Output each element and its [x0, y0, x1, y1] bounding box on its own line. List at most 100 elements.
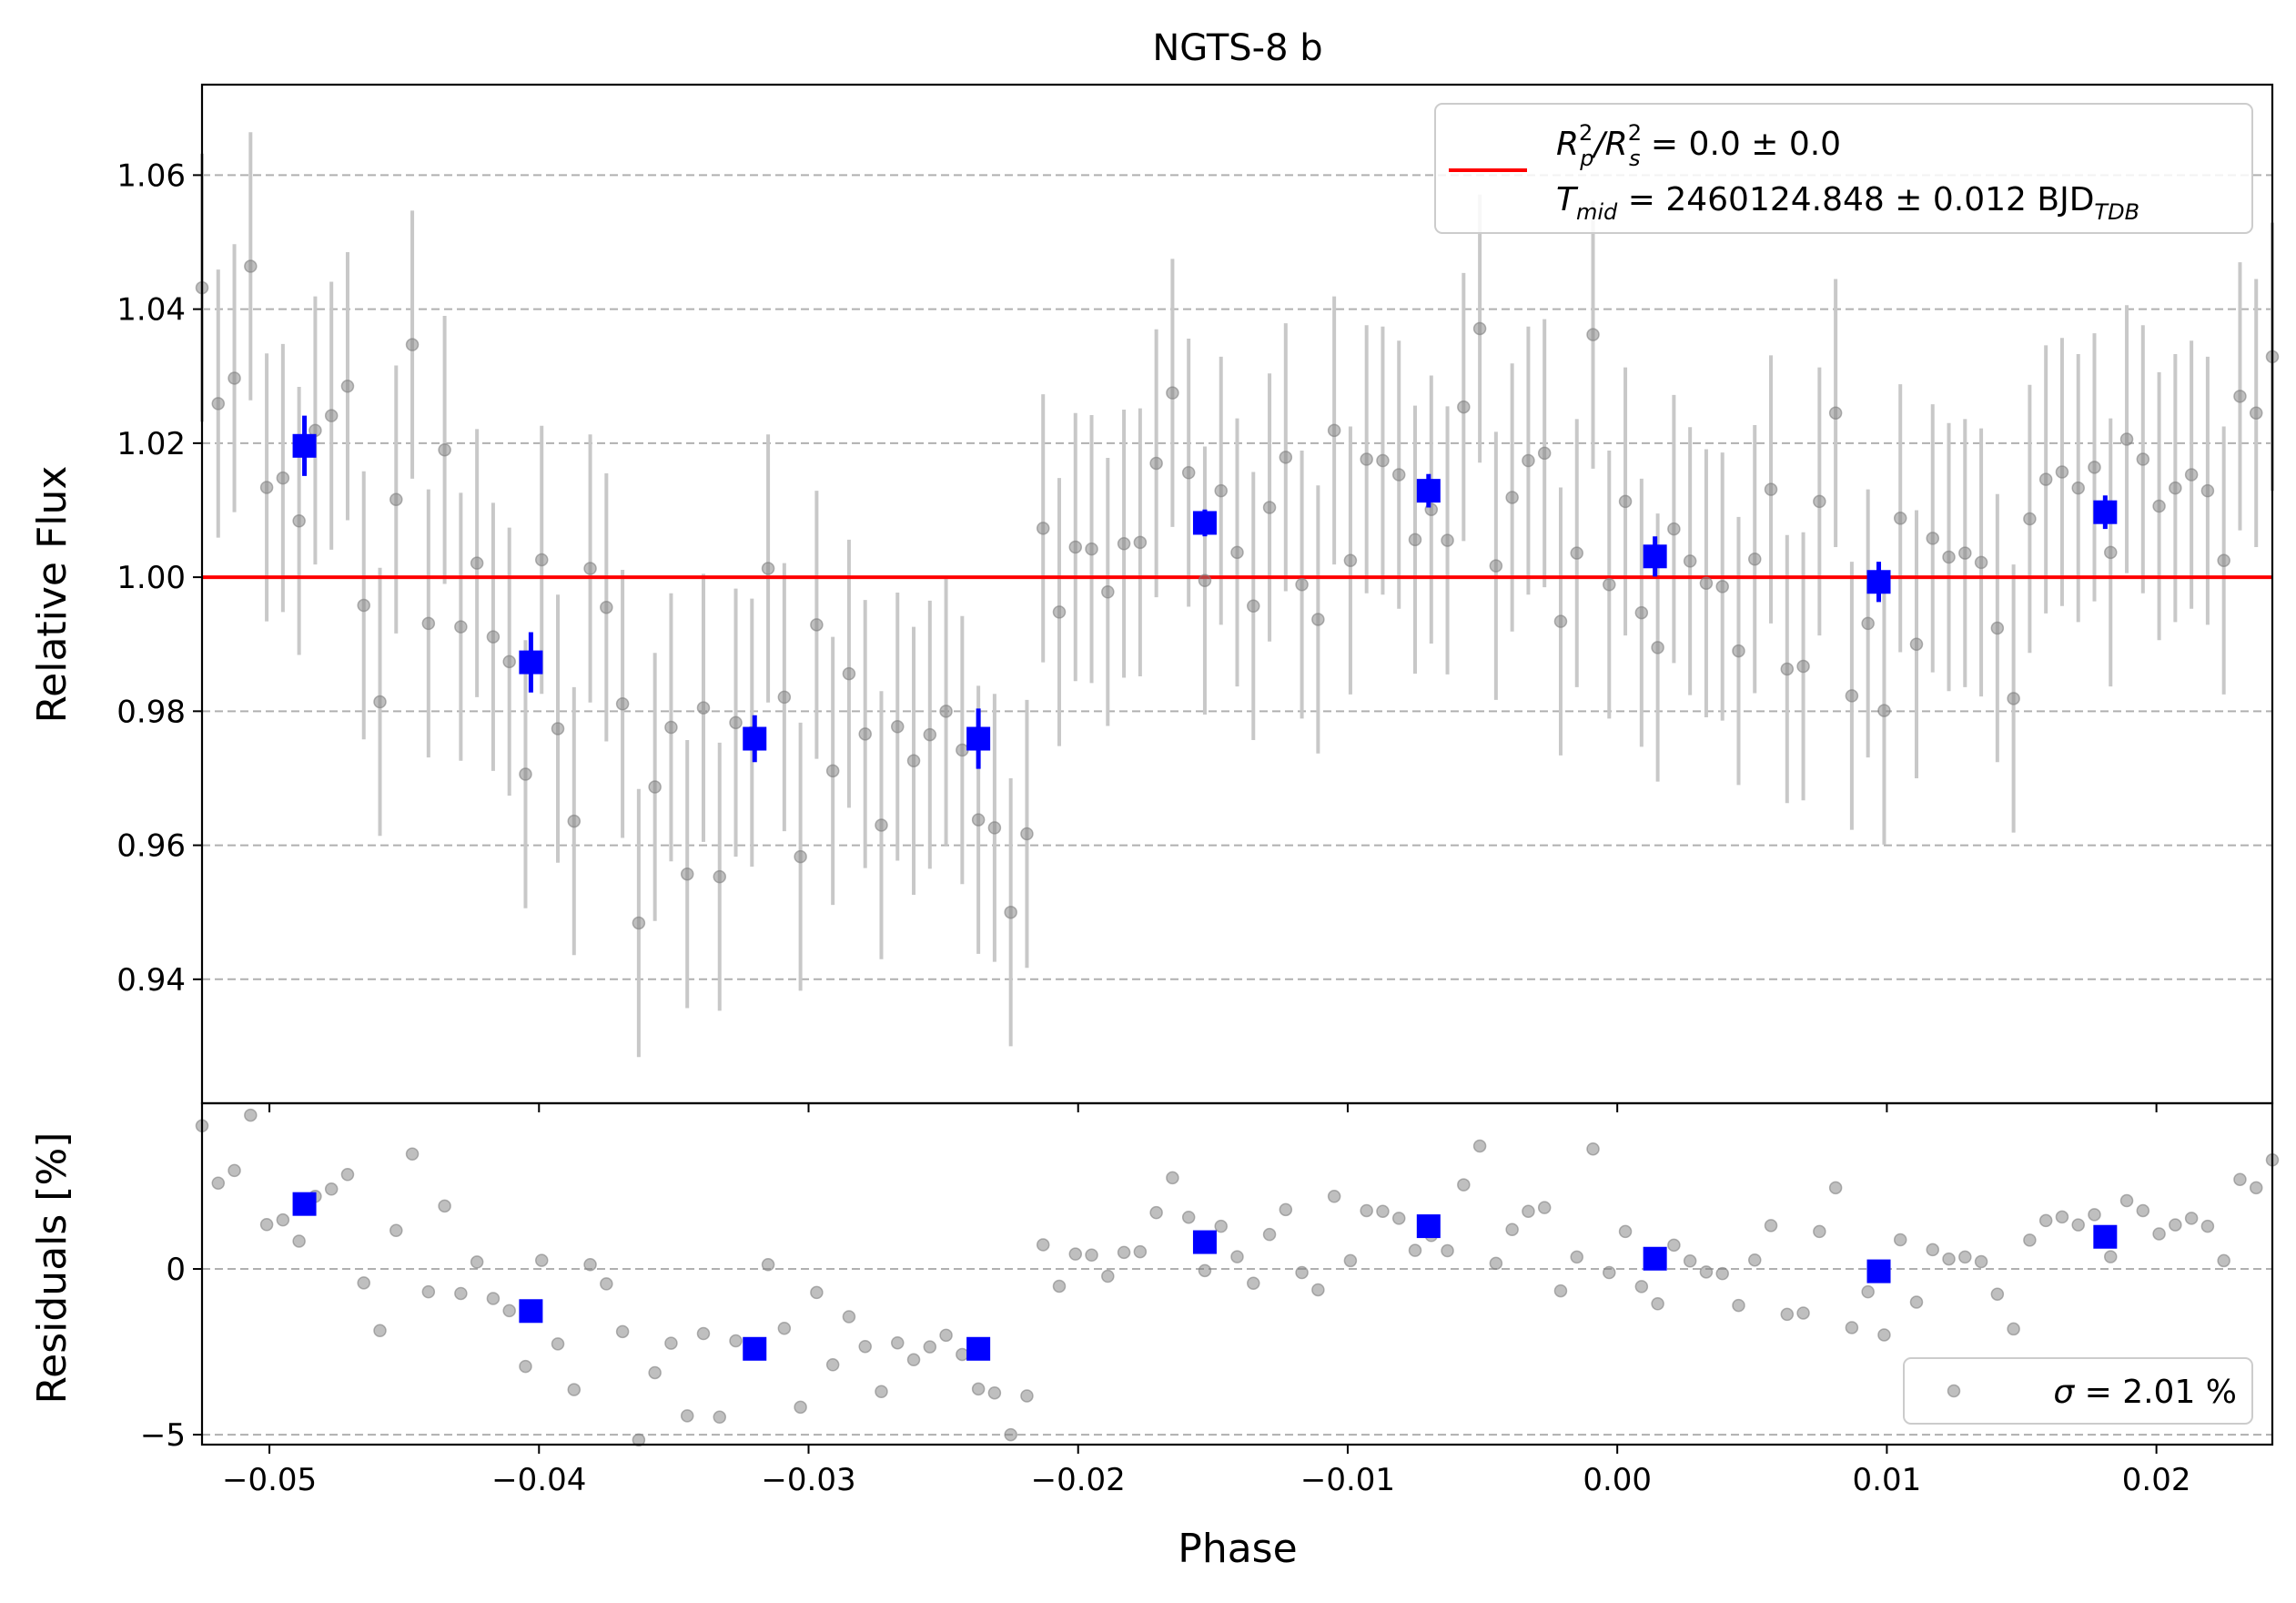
- raw-point: [1391, 468, 1406, 482]
- residual-point: [842, 1310, 856, 1324]
- residual-point: [1926, 1243, 1940, 1257]
- raw-point: [696, 701, 711, 715]
- raw-point: [2249, 406, 2263, 420]
- raw-point: [1732, 644, 1745, 658]
- raw-point: [2007, 692, 2020, 705]
- residual-point: [1748, 1253, 1762, 1267]
- residual-point: [1796, 1306, 1810, 1320]
- residual-point: [1149, 1205, 1163, 1220]
- raw-points: [195, 259, 2280, 930]
- residual-point: [1181, 1210, 1196, 1224]
- raw-point: [1457, 400, 1471, 414]
- residual-y-tick-label: 0: [166, 1252, 186, 1288]
- legend-depth-s-sub: s: [1629, 146, 1641, 171]
- raw-point: [1796, 659, 1810, 674]
- residual-point: [1101, 1269, 1115, 1283]
- residual-point: [567, 1383, 582, 1396]
- residual-point: [1327, 1190, 1341, 1203]
- residual-point: [1715, 1266, 1729, 1281]
- raw-point: [615, 696, 630, 711]
- residual-point: [2152, 1227, 2166, 1241]
- residual-point: [2233, 1172, 2247, 1186]
- main-y-tick-label: 1.00: [116, 560, 186, 596]
- residual-legend-box: [1903, 1357, 2253, 1425]
- raw-point: [1667, 522, 1681, 536]
- raw-point: [373, 695, 387, 709]
- raw-point: [259, 481, 274, 494]
- chart-title: NGTS-8 b: [1152, 27, 1322, 69]
- raw-point: [1181, 466, 1196, 480]
- residual-point: [2249, 1181, 2263, 1195]
- raw-point: [1586, 328, 1600, 341]
- binned-point: [2093, 500, 2118, 524]
- raw-point: [1408, 533, 1422, 547]
- raw-point: [1327, 423, 1341, 438]
- residual-point: [2200, 1219, 2215, 1233]
- raw-point: [1343, 553, 1358, 567]
- residual-point: [875, 1385, 888, 1398]
- raw-point: [454, 620, 468, 634]
- residual-point: [1230, 1250, 1244, 1263]
- legend-tmid-value: = 2460124.848 ± 0.012 BJD: [1617, 181, 2094, 218]
- residual-point: [259, 1218, 274, 1232]
- legend-sigma-symbol: σ: [2053, 1374, 2075, 1411]
- residual-y-ticks: −5 0: [140, 1252, 202, 1454]
- raw-point: [389, 492, 403, 506]
- residual-point: [1618, 1224, 1633, 1239]
- residual-point: [1343, 1253, 1358, 1268]
- raw-point: [421, 616, 436, 631]
- raw-point: [713, 869, 726, 884]
- raw-point: [923, 727, 937, 742]
- residual-point: [1861, 1284, 1875, 1299]
- raw-point: [1198, 573, 1212, 588]
- residual-point: [1893, 1233, 1907, 1247]
- x-tick-label: −0.01: [1300, 1462, 1395, 1498]
- residual-binned-point: [966, 1336, 991, 1361]
- raw-point: [1780, 662, 1795, 676]
- residual-point: [1974, 1254, 1988, 1269]
- raw-point: [551, 722, 565, 736]
- raw-point: [2152, 499, 2166, 513]
- residual-point: [1133, 1244, 1148, 1259]
- raw-point: [1101, 585, 1115, 599]
- residual-point: [891, 1335, 905, 1350]
- x-tick-label: 0.02: [2122, 1462, 2191, 1498]
- residual-point: [470, 1255, 484, 1269]
- residual-legend: σ = 2.01 %: [1903, 1357, 2253, 1425]
- residual-point: [502, 1304, 516, 1318]
- raw-point: [2233, 390, 2247, 403]
- raw-point: [276, 471, 290, 485]
- raw-point: [2071, 481, 2085, 495]
- raw-point: [680, 867, 694, 881]
- residual-point: [551, 1337, 565, 1351]
- raw-point: [2217, 553, 2230, 567]
- residual-axes-frame: [200, 1101, 2274, 1446]
- main-panel: 0.94 0.96 0.98 1.00 1.02 1.04 1.06: [116, 83, 2280, 1112]
- legend-tmid-label: Tmid = 2460124.848 ± 0.012 BJDTDB: [1556, 181, 2139, 225]
- raw-point: [1715, 580, 1729, 594]
- residual-point: [228, 1163, 241, 1178]
- raw-point: [1748, 552, 1762, 566]
- raw-point: [1893, 512, 1907, 525]
- raw-point: [1247, 599, 1260, 614]
- residual-point: [1634, 1280, 1649, 1294]
- residual-point: [632, 1433, 646, 1447]
- raw-point: [939, 705, 953, 718]
- raw-point: [2119, 432, 2134, 446]
- raw-point: [2055, 465, 2069, 479]
- raw-point: [1764, 482, 1778, 496]
- residual-point: [1198, 1263, 1212, 1278]
- raw-point: [1570, 546, 1583, 560]
- raw-point: [891, 720, 905, 734]
- residual-point: [421, 1284, 436, 1299]
- residual-point: [389, 1223, 403, 1238]
- residual-point: [1085, 1248, 1098, 1262]
- raw-point: [632, 916, 646, 930]
- residual-panel: −5 0 −0.05 −0.04 −0.03 −0.02 −0.01 0.00 0.01 0.0…: [140, 1101, 2280, 1498]
- raw-point: [971, 813, 986, 827]
- residual-point: [2184, 1212, 2199, 1225]
- residual-point: [2055, 1210, 2069, 1224]
- raw-point: [1828, 406, 1843, 420]
- residual-point: [1117, 1245, 1131, 1260]
- raw-point: [1004, 905, 1017, 919]
